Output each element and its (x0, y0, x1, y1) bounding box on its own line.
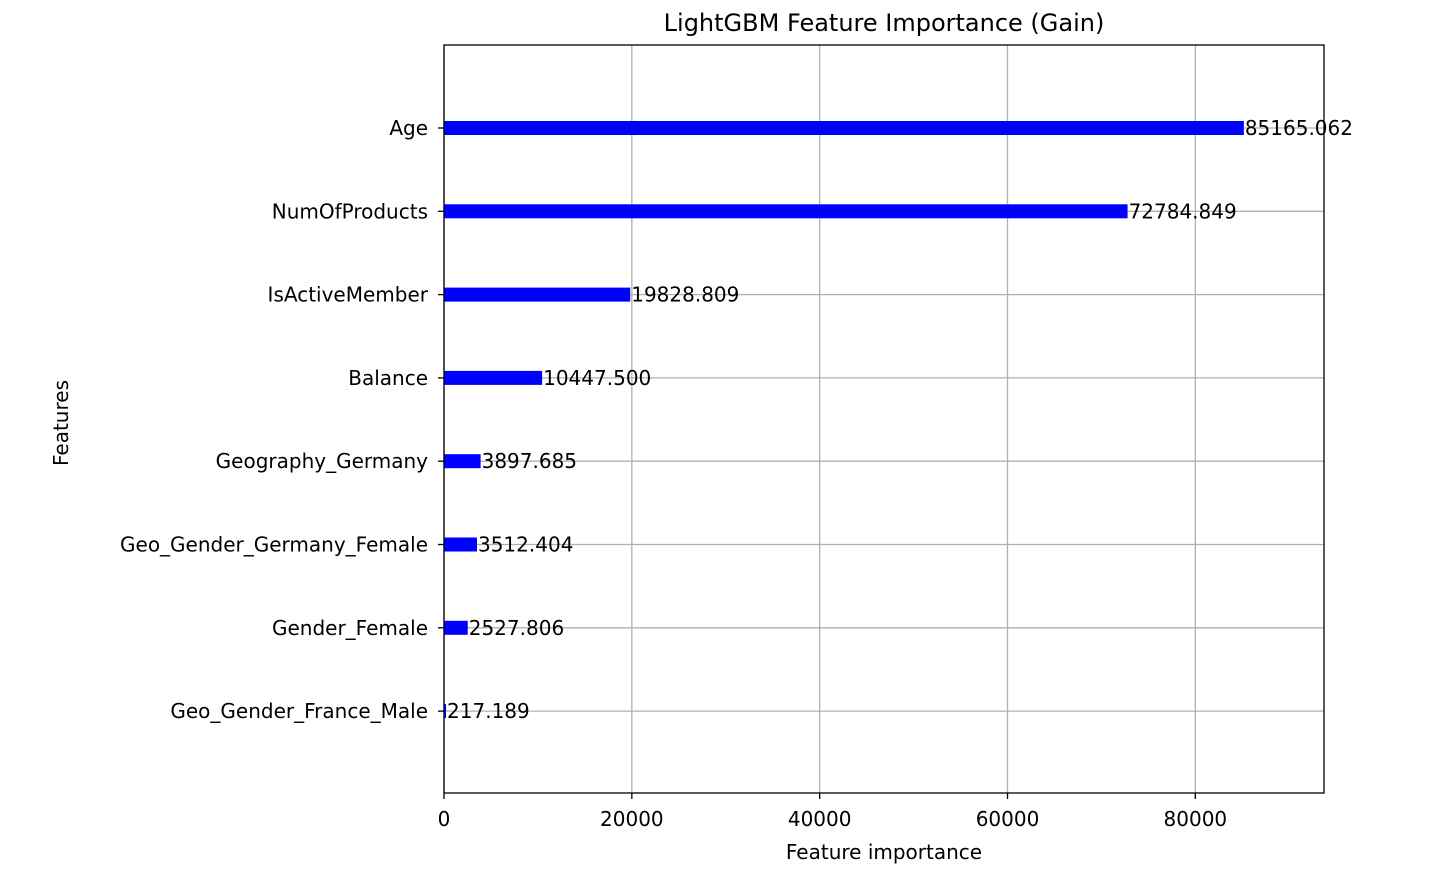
y-tick-label: Balance (348, 366, 428, 390)
bars-layer: 85165.062 72784.849 19828.809 10447.500 3897… (444, 116, 1353, 723)
grid-layer (443, 45, 1324, 793)
bar-value-label: 217.189 (447, 699, 530, 723)
bar (444, 204, 1128, 219)
bar-value-label: 19828.809 (631, 283, 739, 307)
x-axis-label: Feature importance (786, 840, 982, 864)
y-tick-label: Geo_Gender_Germany_Female (120, 533, 428, 557)
y-axis-label: Features (49, 380, 73, 466)
bar-value-label: 3512.404 (478, 533, 573, 557)
bar-value-label: 10447.500 (543, 366, 651, 390)
y-tick-label: NumOfProducts (272, 199, 428, 223)
bar (444, 454, 481, 469)
bar (444, 121, 1244, 135)
x-tick-label: 60000 (976, 807, 1040, 831)
y-tick-label: Geography_Germany (216, 449, 429, 473)
y-tick-label: Age (389, 116, 428, 140)
bar (444, 537, 477, 552)
x-tick-label: 0 (438, 807, 451, 831)
bar (444, 620, 468, 635)
y-tick-label: IsActiveMember (268, 283, 429, 307)
bar-value-label: 2527.806 (469, 616, 564, 640)
x-tick-label: 80000 (1164, 807, 1228, 831)
ticks-layer: 0 20000 40000 60000 80000 Age NumOfProducts IsA… (120, 116, 1227, 831)
bar-value-label: 3897.685 (482, 449, 577, 473)
chart-title: LightGBM Feature Importance (Gain) (664, 9, 1105, 37)
y-tick-label: Gender_Female (272, 616, 428, 640)
bar-value-label: 85165.062 (1245, 116, 1353, 140)
bar (444, 704, 447, 719)
plot-area-frame (443, 44, 1325, 794)
bar (444, 370, 543, 385)
bar-value-label: 72784.849 (1129, 199, 1237, 223)
x-tick-label: 40000 (788, 807, 852, 831)
y-tick-label: Geo_Gender_France_Male (170, 699, 428, 723)
x-tick-label: 20000 (600, 807, 664, 831)
bar (444, 287, 631, 302)
